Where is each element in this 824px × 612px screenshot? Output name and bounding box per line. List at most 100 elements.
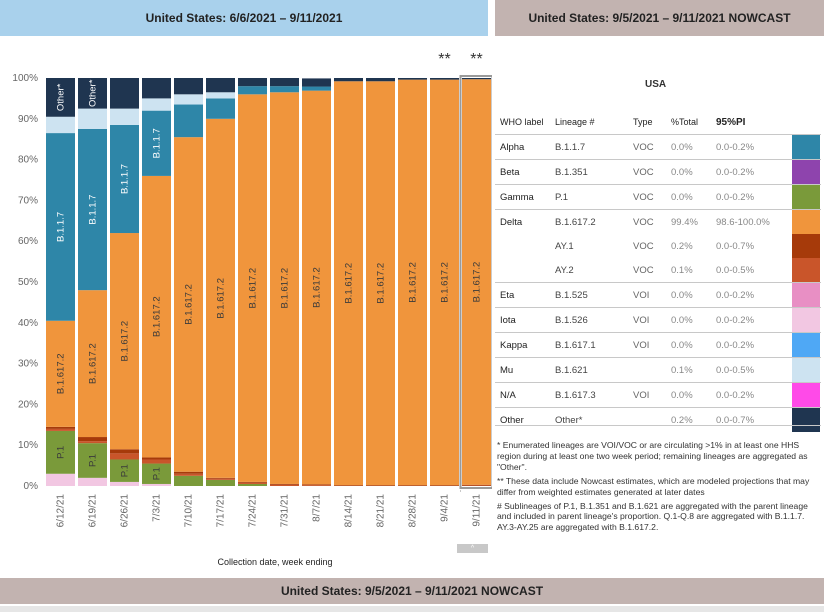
bottom-nowcast-header: United States: 9/5/2021 – 9/11/2021 NOWC… bbox=[0, 578, 824, 604]
footnote-hash: # Sublineages of P.1, B.1.351 and B.1.62… bbox=[497, 500, 808, 533]
bar-label: B.1.1.7 bbox=[152, 128, 163, 158]
x-tick-label: 6/12/21 bbox=[56, 494, 67, 528]
color-swatch bbox=[792, 333, 820, 357]
y-tick-label: 80% bbox=[18, 155, 38, 166]
bar-label: B.1.617.2 bbox=[344, 263, 355, 304]
y-tick-label: 20% bbox=[18, 399, 38, 410]
bar-segment-gamma bbox=[174, 475, 203, 486]
bar-segment-alpha bbox=[206, 98, 235, 119]
percent-total-cell: 0.0% bbox=[671, 389, 693, 401]
bar-segment-alpha bbox=[110, 124, 139, 234]
bar-segment-other bbox=[366, 78, 395, 82]
bar-segment-delta bbox=[270, 92, 299, 484]
percent-total-cell: 0.2% bbox=[671, 414, 693, 426]
bar-segment-ay-2 bbox=[110, 453, 139, 460]
bar-label: B.1.1.7 bbox=[56, 212, 67, 242]
table-row: Iota B.1.526 VOI 0.0% 0.0-0.2% bbox=[495, 307, 821, 332]
nowcast-asterisks: ** bbox=[438, 51, 450, 68]
bar-segment-delta bbox=[334, 81, 363, 486]
table-row: AY.2 VOC 0.1% 0.0-0.5% bbox=[495, 258, 821, 282]
color-swatch bbox=[792, 383, 820, 407]
bar-segment-other bbox=[46, 78, 75, 117]
bar-segment-gamma bbox=[110, 459, 139, 482]
y-tick-label: 50% bbox=[18, 277, 38, 288]
bar-segment-iota bbox=[142, 483, 171, 486]
bar-segment-ay-2 bbox=[270, 484, 299, 486]
bar-segment-ay-1 bbox=[206, 477, 235, 479]
table-row: Gamma P.1 VOC 0.0% 0.0-0.2% bbox=[495, 184, 821, 209]
bar-segment-alpha bbox=[142, 110, 171, 176]
bar-segment-other bbox=[78, 78, 107, 109]
type-cell: VOC bbox=[633, 166, 654, 178]
lineage-cell: B.1.1.7 bbox=[555, 141, 586, 153]
color-swatch bbox=[792, 308, 820, 332]
bar-segment-alpha bbox=[270, 86, 299, 93]
bar-segment-iota bbox=[78, 477, 107, 486]
table-row: Delta B.1.617.2 VOC 99.4% 98.6-100.0% bbox=[495, 209, 821, 234]
bar-segment-other bbox=[270, 78, 299, 87]
color-swatch bbox=[792, 185, 820, 209]
color-swatch bbox=[792, 160, 820, 184]
pi-cell: 0.0-0.2% bbox=[716, 339, 755, 351]
bar-segment-ay-2 bbox=[238, 482, 267, 484]
pi-cell: 0.0-0.7% bbox=[716, 414, 755, 426]
who-label-cell: Beta bbox=[500, 166, 520, 178]
nowcast-table: WHO label Lineage # Type %Total 95%PI Al… bbox=[495, 110, 821, 432]
bar-segment-delta bbox=[206, 118, 235, 478]
footnote-double-asterisk: ** These data include Nowcast estimates,… bbox=[497, 475, 810, 497]
bar-label: B.1.617.2 bbox=[152, 296, 163, 337]
percent-total-cell: 0.1% bbox=[671, 364, 693, 376]
y-tick-label: 40% bbox=[18, 318, 38, 329]
lineage-cell: Other* bbox=[555, 414, 583, 426]
table-row: Eta B.1.525 VOI 0.0% 0.0-0.2% bbox=[495, 282, 821, 307]
x-tick-label: 7/10/21 bbox=[184, 494, 195, 528]
bar-segment-mu bbox=[174, 94, 203, 105]
y-tick-label: 0% bbox=[24, 481, 39, 492]
bar-segment-ay-1 bbox=[142, 457, 171, 460]
lineage-cell: B.1.526 bbox=[555, 314, 588, 326]
bottom-stripe bbox=[0, 606, 824, 612]
nowcast-asterisks: ** bbox=[470, 51, 482, 68]
header-95-pi: 95%PI bbox=[716, 116, 746, 128]
bar-segment-other bbox=[174, 78, 203, 95]
bar-segment-other bbox=[462, 78, 491, 80]
y-tick-label: 30% bbox=[18, 359, 38, 370]
color-swatch bbox=[792, 135, 820, 159]
bar-segment-mu bbox=[110, 108, 139, 125]
type-cell: VOC bbox=[633, 240, 654, 252]
x-tick-label: 7/24/21 bbox=[248, 494, 259, 528]
bar-segment-ay-1 bbox=[366, 485, 395, 486]
percent-total-cell: 0.0% bbox=[671, 339, 693, 351]
bar-segment-delta bbox=[142, 175, 171, 458]
bar-segment-delta bbox=[462, 79, 491, 485]
bar-label: P.1 bbox=[56, 446, 67, 459]
type-cell: VOC bbox=[633, 191, 654, 203]
header-percent-total: %Total bbox=[671, 117, 699, 127]
table-row: Mu B.1.621 0.1% 0.0-0.5% bbox=[495, 357, 821, 382]
scroll-up-button[interactable]: ^ bbox=[457, 544, 488, 553]
color-swatch bbox=[792, 283, 820, 307]
bar-segment-ay-1 bbox=[462, 484, 491, 486]
who-label-cell: Iota bbox=[500, 314, 516, 326]
table-row: Alpha B.1.1.7 VOC 0.0% 0.0-0.2% bbox=[495, 134, 821, 159]
x-tick-label: 7/17/21 bbox=[216, 494, 227, 528]
bar-segment-gamma bbox=[46, 430, 75, 474]
pi-cell: 0.0-0.2% bbox=[716, 314, 755, 326]
highlighted-bar-outline bbox=[459, 75, 492, 489]
percent-total-cell: 0.1% bbox=[671, 264, 693, 276]
bar-label: B.1.617.2 bbox=[440, 262, 451, 303]
pi-cell: 0.0-0.2% bbox=[716, 389, 755, 401]
bar-segment-other bbox=[398, 78, 427, 80]
bar-segment-alpha bbox=[46, 133, 75, 321]
pi-cell: 0.0-0.7% bbox=[716, 240, 755, 252]
x-tick-label: 8/21/21 bbox=[376, 494, 387, 528]
bar-segment-delta bbox=[366, 81, 395, 486]
bar-segment-delta bbox=[398, 79, 427, 486]
bar-label: B.1.617.2 bbox=[88, 343, 99, 384]
bar-segment-ay-2 bbox=[142, 459, 171, 464]
bar-segment-mu bbox=[206, 92, 235, 99]
bar-label: B.1.617.2 bbox=[216, 278, 227, 319]
who-label-cell: Mu bbox=[500, 364, 514, 376]
percent-total-cell: 0.0% bbox=[671, 314, 693, 326]
x-tick-label: 8/14/21 bbox=[344, 494, 355, 528]
